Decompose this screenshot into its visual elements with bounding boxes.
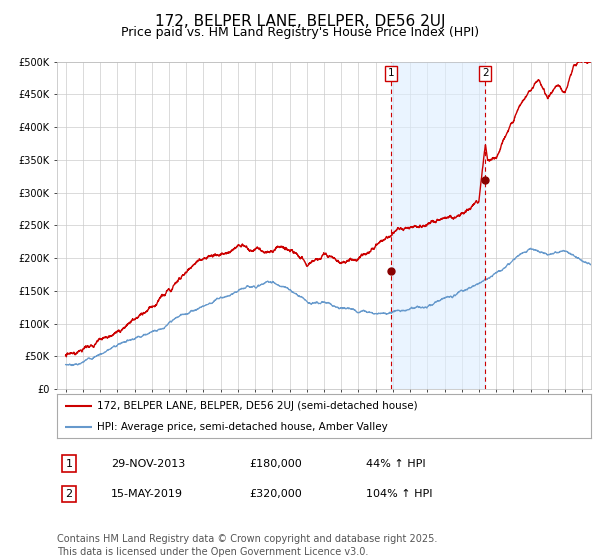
Text: 1: 1 — [388, 68, 395, 78]
Text: £180,000: £180,000 — [249, 459, 302, 469]
Text: 1: 1 — [65, 459, 73, 469]
Text: 172, BELPER LANE, BELPER, DE56 2UJ (semi-detached house): 172, BELPER LANE, BELPER, DE56 2UJ (semi… — [97, 402, 418, 412]
Text: 2: 2 — [482, 68, 489, 78]
Text: £320,000: £320,000 — [249, 489, 302, 499]
Text: Contains HM Land Registry data © Crown copyright and database right 2025.
This d: Contains HM Land Registry data © Crown c… — [57, 534, 437, 557]
Bar — [391, 62, 485, 389]
Text: 2: 2 — [65, 489, 73, 499]
Text: 172, BELPER LANE, BELPER, DE56 2UJ: 172, BELPER LANE, BELPER, DE56 2UJ — [155, 14, 445, 29]
Text: 44% ↑ HPI: 44% ↑ HPI — [366, 459, 425, 469]
Text: Price paid vs. HM Land Registry's House Price Index (HPI): Price paid vs. HM Land Registry's House … — [121, 26, 479, 39]
Text: HPI: Average price, semi-detached house, Amber Valley: HPI: Average price, semi-detached house,… — [97, 422, 388, 432]
Text: 29-NOV-2013: 29-NOV-2013 — [111, 459, 185, 469]
Text: 104% ↑ HPI: 104% ↑ HPI — [366, 489, 433, 499]
Text: 15-MAY-2019: 15-MAY-2019 — [111, 489, 183, 499]
